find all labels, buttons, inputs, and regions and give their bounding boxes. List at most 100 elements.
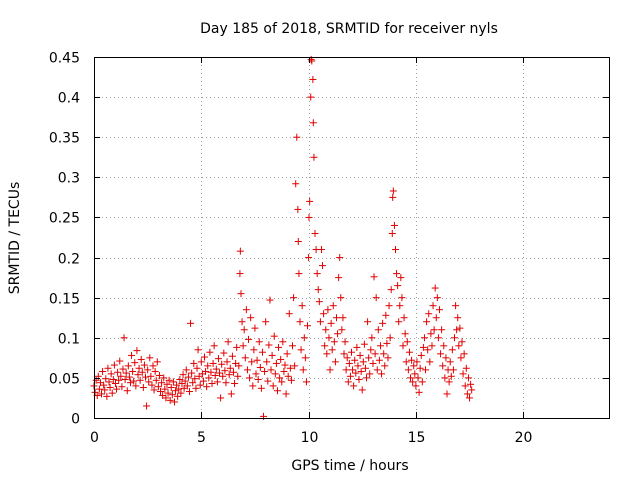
data-point	[132, 382, 140, 390]
data-point	[288, 342, 296, 350]
data-point	[134, 371, 142, 379]
data-point	[398, 294, 406, 302]
data-point	[348, 348, 355, 356]
data-point	[447, 372, 455, 380]
data-point	[102, 375, 110, 383]
y-tick-label: 0.15	[49, 292, 80, 308]
data-point	[190, 359, 198, 367]
data-point	[223, 358, 231, 366]
data-point	[157, 388, 165, 396]
data-point	[286, 364, 294, 372]
data-point	[226, 364, 234, 372]
data-point	[300, 334, 308, 342]
data-point	[382, 311, 390, 319]
data-point	[412, 382, 420, 390]
data-point	[291, 362, 299, 370]
data-point	[276, 374, 284, 382]
data-point	[251, 324, 259, 332]
data-point	[407, 374, 415, 382]
data-point	[284, 372, 292, 380]
data-point	[172, 387, 180, 395]
data-point	[268, 351, 276, 359]
data-point	[285, 310, 293, 318]
data-point	[176, 375, 184, 383]
data-point	[327, 319, 335, 327]
data-point	[105, 378, 113, 386]
data-point	[256, 363, 264, 371]
data-point	[169, 378, 177, 386]
data-point	[208, 380, 216, 388]
data-point	[432, 314, 440, 322]
data-point	[170, 398, 178, 406]
data-point	[336, 254, 344, 262]
data-point	[236, 270, 244, 278]
data-point	[113, 385, 121, 393]
data-point	[425, 310, 433, 318]
data-point	[328, 346, 336, 354]
data-point	[183, 382, 191, 390]
data-point	[236, 247, 244, 255]
data-point	[205, 374, 213, 382]
x-axis-label: GPS time / hours	[291, 458, 408, 474]
data-point	[344, 378, 352, 386]
data-point	[143, 402, 151, 410]
data-point	[262, 318, 270, 326]
data-point	[189, 379, 197, 387]
data-point	[206, 348, 214, 356]
data-point	[116, 357, 124, 365]
data-point	[250, 346, 258, 354]
data-point	[131, 359, 139, 367]
data-point	[353, 343, 361, 351]
data-point	[233, 343, 241, 351]
data-point	[440, 342, 448, 350]
data-point	[137, 355, 145, 363]
data-point	[379, 319, 387, 327]
data-point	[229, 368, 237, 376]
data-point	[240, 326, 248, 334]
data-point	[196, 381, 204, 389]
data-point	[439, 362, 447, 370]
data-point	[119, 365, 127, 373]
data-point	[345, 359, 353, 367]
data-point	[453, 326, 461, 334]
data-point	[179, 371, 187, 379]
data-point	[129, 367, 137, 375]
data-point	[144, 366, 152, 374]
data-point	[310, 153, 318, 161]
data-point	[401, 330, 409, 338]
data-point	[168, 391, 176, 399]
data-point	[311, 229, 319, 237]
data-point	[270, 332, 278, 340]
data-point	[95, 385, 103, 393]
data-point	[411, 370, 419, 378]
data-point	[330, 338, 338, 346]
data-point	[257, 384, 265, 392]
data-point	[389, 187, 397, 195]
y-tick-label: 0.35	[49, 131, 80, 147]
data-point	[247, 314, 255, 322]
y-axis-label: SRMTID / TECUs	[7, 182, 23, 295]
data-point	[252, 370, 260, 378]
data-point	[343, 354, 351, 362]
data-point	[321, 342, 329, 350]
data-point	[305, 213, 313, 221]
data-point	[364, 318, 372, 326]
data-point	[326, 366, 334, 374]
data-point	[320, 310, 328, 318]
data-point	[340, 350, 348, 358]
data-point	[142, 373, 149, 381]
data-point	[468, 386, 476, 394]
data-point	[368, 334, 376, 342]
data-point	[331, 358, 339, 366]
data-point	[238, 318, 246, 326]
data-point	[220, 349, 228, 357]
data-point	[106, 384, 114, 392]
data-point	[273, 387, 281, 395]
data-point	[367, 346, 375, 354]
data-point	[454, 314, 462, 322]
data-point	[125, 373, 133, 381]
data-point	[335, 274, 343, 282]
data-point	[301, 354, 309, 362]
data-point	[417, 351, 425, 359]
data-point	[153, 358, 161, 366]
